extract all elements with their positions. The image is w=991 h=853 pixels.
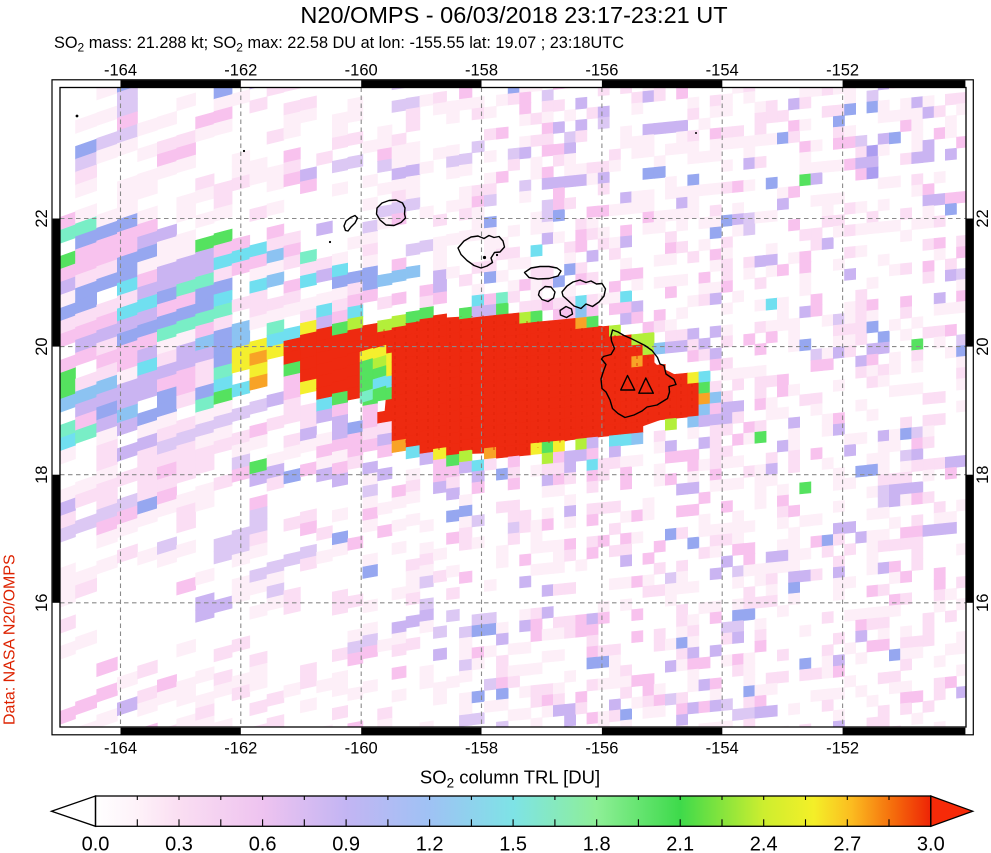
svg-text:Data: NASA N20/OMPS: Data: NASA N20/OMPS: [2, 554, 19, 725]
svg-text:-158: -158: [465, 740, 498, 758]
svg-text:2.4: 2.4: [750, 834, 778, 853]
svg-text:1.8: 1.8: [583, 834, 611, 853]
svg-text:-156: -156: [585, 62, 618, 80]
svg-text:20: 20: [33, 337, 51, 355]
svg-text:-152: -152: [826, 740, 859, 758]
svg-text:SO2 mass: 21.288 kt; SO2 max:: SO2 mass: 21.288 kt; SO2 max: 22.58 DU a…: [54, 34, 624, 54]
svg-text:1.5: 1.5: [499, 834, 527, 853]
svg-text:2.1: 2.1: [666, 834, 694, 853]
svg-text:-164: -164: [104, 62, 137, 80]
svg-text:-156: -156: [585, 740, 618, 758]
svg-text:0.3: 0.3: [165, 834, 193, 853]
svg-text:16: 16: [33, 594, 51, 612]
svg-text:-154: -154: [706, 740, 739, 758]
svg-text:SO2 column TRL [DU]: SO2 column TRL [DU]: [420, 767, 600, 791]
svg-text:-162: -162: [224, 740, 257, 758]
svg-text:-160: -160: [345, 740, 378, 758]
svg-text:-152: -152: [826, 62, 859, 80]
svg-text:2.7: 2.7: [833, 834, 861, 853]
svg-text:1.2: 1.2: [416, 834, 444, 853]
svg-text:-160: -160: [345, 62, 378, 80]
svg-text:-164: -164: [104, 740, 137, 758]
svg-text:3.0: 3.0: [917, 834, 945, 853]
svg-text:22: 22: [974, 209, 991, 227]
svg-text:-158: -158: [465, 62, 498, 80]
svg-text:18: 18: [33, 466, 51, 484]
svg-text:16: 16: [974, 594, 991, 612]
svg-text:0.0: 0.0: [82, 834, 110, 853]
svg-text:-154: -154: [706, 62, 739, 80]
svg-text:0.6: 0.6: [249, 834, 277, 853]
svg-text:18: 18: [974, 466, 991, 484]
svg-text:-162: -162: [224, 62, 257, 80]
svg-text:N20/OMPS - 06/03/2018 23:17-23: N20/OMPS - 06/03/2018 23:17-23:21 UT: [300, 2, 727, 28]
svg-text:0.9: 0.9: [332, 834, 360, 853]
svg-text:22: 22: [33, 209, 51, 227]
svg-text:20: 20: [974, 337, 991, 355]
